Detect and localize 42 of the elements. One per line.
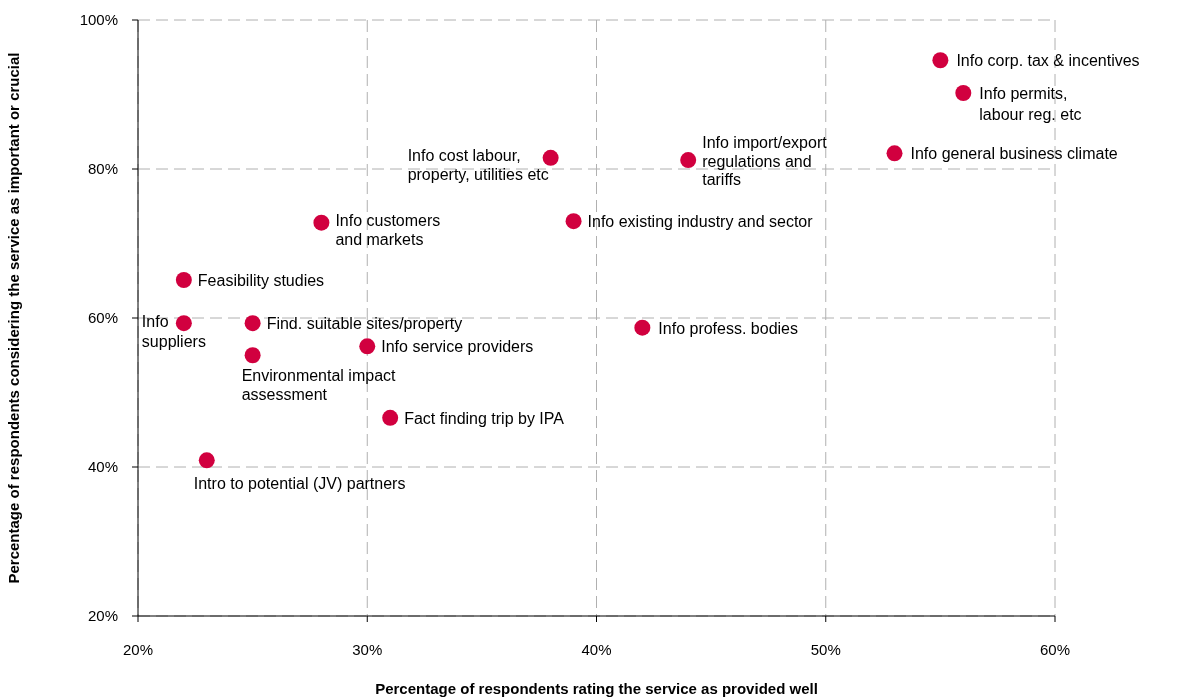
x-tick-label: 20% xyxy=(122,640,154,658)
x-tick-label: 30% xyxy=(352,640,383,658)
point xyxy=(175,272,192,289)
point xyxy=(680,152,697,169)
point xyxy=(886,145,903,162)
y-tick-label: 80% xyxy=(87,160,118,178)
annotation: Find. suitable sites/property xyxy=(266,315,463,333)
point xyxy=(542,149,559,166)
annotation: Info existing industry and sector xyxy=(587,213,814,231)
y-tick-label: 20% xyxy=(87,607,118,625)
x-tick-label: 60% xyxy=(1039,640,1071,658)
annotation: Info suppliers xyxy=(141,313,206,351)
x-axis-title: Percentage of respondents rating the service as provided well xyxy=(375,680,818,697)
annotation: Info service providers xyxy=(381,338,534,356)
point xyxy=(955,85,972,102)
annotation: Info import/export regulations and tariffs xyxy=(702,134,828,189)
point xyxy=(634,319,651,336)
point xyxy=(313,214,330,231)
annotation: Info profess. bodies xyxy=(658,319,798,337)
point xyxy=(565,213,582,230)
annotation: Info general business climate xyxy=(910,145,1118,163)
annotation: Intro to potential (JV) partners xyxy=(193,475,406,493)
point xyxy=(932,52,949,69)
y-axis-title: Percentage of respondents considering the service as important or crucial xyxy=(5,52,23,584)
point xyxy=(244,347,261,364)
point xyxy=(175,315,192,332)
point xyxy=(198,452,215,469)
annotation: Fact finding trip by IPA xyxy=(404,409,565,427)
annotation: Feasibility studies xyxy=(197,272,325,290)
point xyxy=(382,409,399,426)
annotation: Environmental impact assessment xyxy=(241,367,397,404)
x-tick-label: 50% xyxy=(810,640,841,658)
y-tick-label: 60% xyxy=(87,309,118,327)
point xyxy=(359,338,376,355)
y-tick-label: 40% xyxy=(87,458,118,476)
point xyxy=(244,315,261,332)
x-tick-label: 40% xyxy=(581,640,612,658)
annotation: Info cost labour, property, utilities etc xyxy=(407,146,549,183)
annotation: Info corp. tax & incentives xyxy=(956,52,1140,70)
annotation: Info customers and markets xyxy=(335,211,441,248)
y-tick-label: 100% xyxy=(79,11,118,29)
annotation: Info permits, labour reg. etc xyxy=(979,85,1082,124)
